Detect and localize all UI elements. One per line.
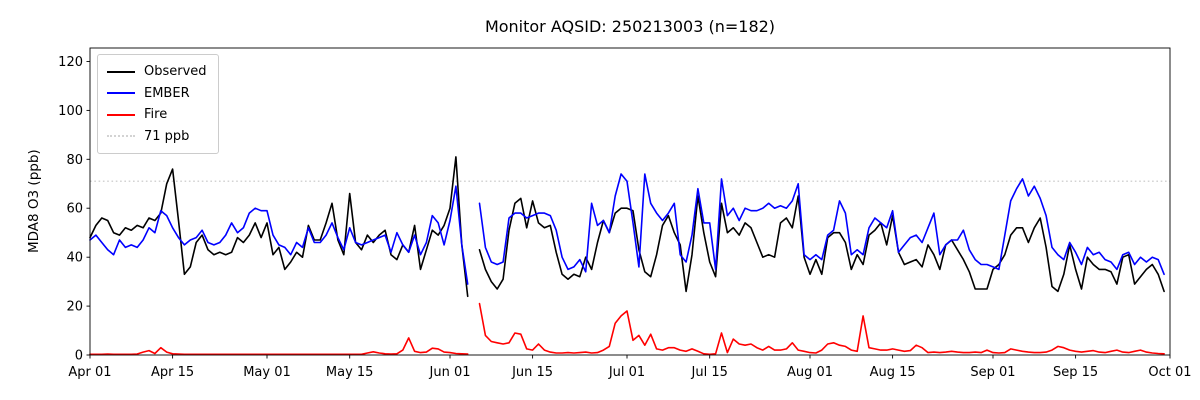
x-tick-label: May 15 (326, 365, 374, 380)
x-tick-label: Aug 01 (787, 365, 833, 380)
x-tick-label: Apr 15 (151, 365, 194, 380)
plot-border (89, 47, 1171, 356)
y-tick-label: 0 (75, 349, 83, 364)
y-tick-label: 40 (66, 251, 83, 266)
legend-item-threshold: 71 ppb (107, 126, 207, 148)
ember-line-swatch-icon (107, 92, 135, 95)
x-tick-label: Oct 01 (1148, 365, 1191, 380)
y-tick-label: 80 (66, 153, 83, 168)
y-tick-label: 100 (58, 104, 83, 119)
x-tick-label: Apr 01 (68, 365, 111, 380)
legend-label: Observed (144, 64, 207, 80)
x-tick-label: Jul 01 (608, 365, 645, 380)
fire-line-swatch-icon (107, 113, 135, 116)
y-tick-label: 20 (66, 300, 83, 315)
y-tick-label: 60 (66, 202, 83, 217)
series-fire-line (89, 302, 1165, 356)
chart-title: Monitor AQSID: 250213003 (n=182) (484, 17, 776, 36)
x-tick-label: May 01 (243, 365, 291, 380)
series-observed-line (89, 156, 1165, 298)
legend-label: 71 ppb (144, 128, 190, 144)
legend-item-observed: Observed (107, 61, 207, 83)
legend-item-ember: EMBER (107, 83, 207, 105)
legend-item-fire: Fire (107, 104, 207, 126)
legend-label: Fire (144, 107, 168, 123)
legend: Observed EMBER Fire 71 ppb (97, 54, 219, 154)
observed-line-swatch-icon (107, 70, 135, 73)
x-tick-label: Jun 01 (429, 365, 471, 380)
x-tick-label: Jun 15 (511, 365, 553, 380)
legend-label: EMBER (144, 85, 190, 101)
x-tick-label: Aug 15 (870, 365, 916, 380)
y-tick-label: 120 (58, 55, 83, 70)
x-tick-label: Sep 15 (1053, 365, 1098, 380)
threshold-dotted-swatch-icon (107, 135, 135, 138)
x-tick-label: Jul 15 (691, 365, 728, 380)
series-ember-line (89, 173, 1165, 285)
x-tick-label: Sep 01 (970, 365, 1015, 380)
